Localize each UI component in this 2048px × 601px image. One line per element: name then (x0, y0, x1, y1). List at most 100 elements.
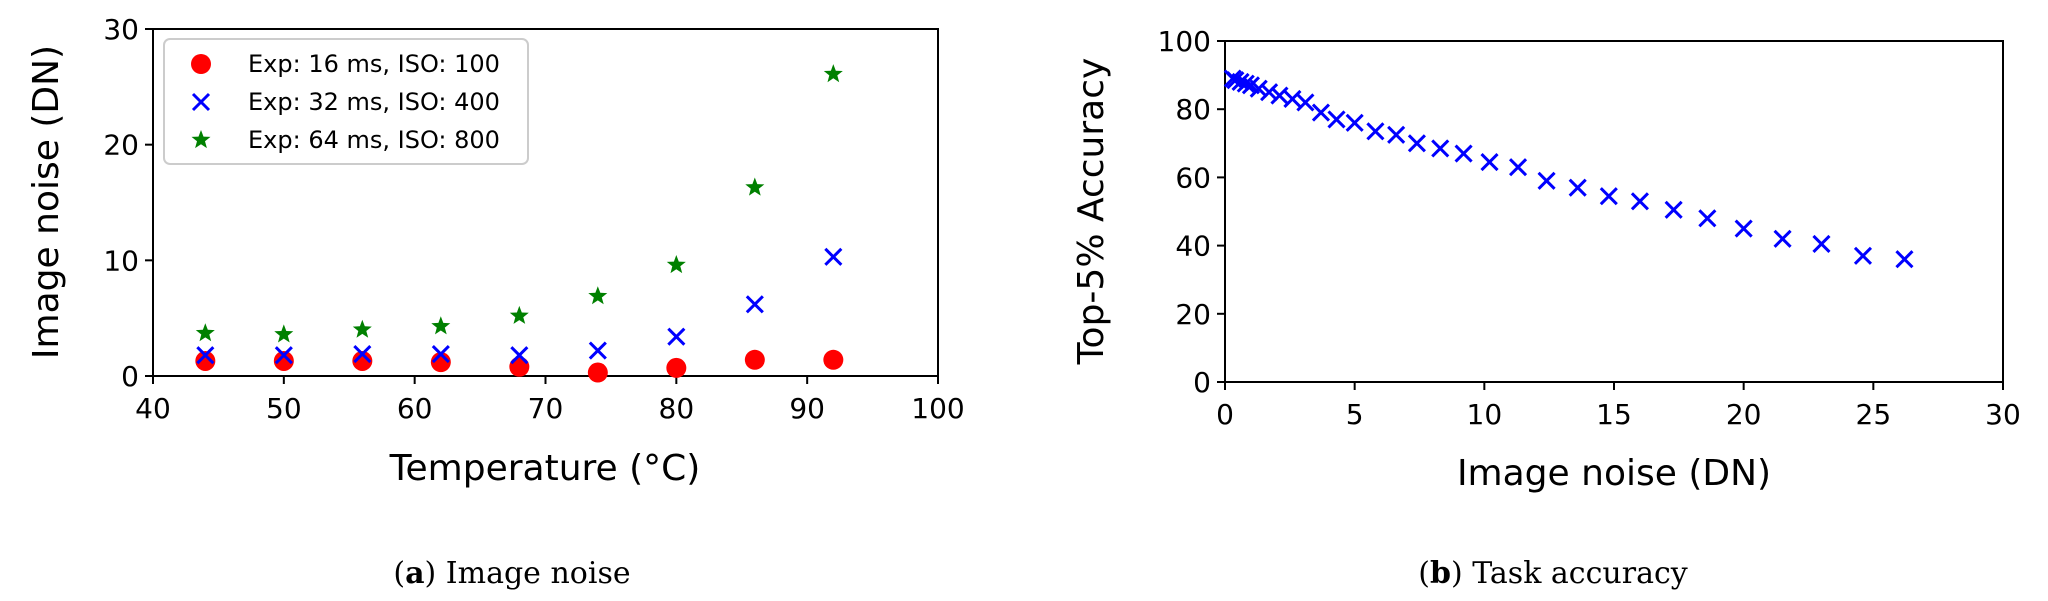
legend-marker-series-1 (191, 54, 211, 74)
chart-b-xtick-label: 0 (1216, 398, 1234, 431)
chart-a-point-series-3 (509, 305, 529, 324)
chart-a-point-series-2 (431, 344, 450, 364)
legend-label-series-1: Exp: 16 ms, ISO: 100 (248, 50, 500, 78)
chart-b-ticks: 0 5 10 15 20 25 30 0 20 40 60 80 100 (1158, 25, 2021, 431)
chart-b-point (1698, 209, 1717, 228)
chart-b-point (1231, 72, 1250, 91)
caption-b-letter: b (1430, 556, 1451, 591)
chart-b-plot-frame (1224, 40, 2004, 383)
chart-a-point-series-1 (666, 357, 687, 378)
chart-b-point (1270, 86, 1289, 105)
chart-b-point (1664, 200, 1683, 219)
chart-b-xtick-label: 20 (1726, 398, 1762, 431)
chart-a-point-series-1 (352, 350, 373, 371)
legend-marker-series-2 (191, 92, 211, 112)
chart-b-point (1599, 187, 1618, 206)
legend-label-series-3: Exp: 64 ms, ISO: 800 (248, 126, 500, 154)
chart-b-ylabel: Top-5% Accuracy (1071, 58, 1112, 366)
caption-a-letter: a (405, 556, 424, 591)
legend-marker-series-3 (191, 130, 211, 149)
chart-a-point-series-1 (509, 356, 530, 377)
chart-a-point-series-1 (195, 350, 216, 371)
legend-box (163, 38, 529, 165)
chart-a-xtick-label: 80 (659, 392, 695, 425)
chart-a-marks (195, 64, 844, 383)
chart-a-xtick-label: 50 (266, 392, 302, 425)
chart-b-point (1283, 89, 1302, 109)
chart-a-xtick-label: 40 (135, 392, 171, 425)
chart-b-ytick-label: 60 (1175, 161, 1211, 194)
chart-a-point-series-1 (744, 349, 765, 370)
chart-b-point (1812, 234, 1831, 253)
chart-b-point (1734, 219, 1753, 238)
chart-b-ytick-label: 100 (1158, 25, 1211, 58)
chart-a-point-series-2 (353, 344, 372, 364)
caption-b-text: Task accuracy (1472, 556, 1688, 591)
chart-a-point-series-3 (588, 286, 608, 305)
chart-a-point-series-3 (431, 316, 451, 335)
chart-b-point (1568, 178, 1587, 197)
chart-a-point-series-2 (196, 346, 215, 365)
chart-b-point (1327, 110, 1346, 129)
chart-a-point-series-2 (745, 295, 764, 314)
chart-a-point-series-2 (588, 341, 607, 360)
chart-b-point (1249, 79, 1268, 98)
chart-a-ylabel: Image noise (DN) (26, 45, 67, 359)
chart-b-point (1260, 83, 1279, 102)
chart-b-accuracy-vs-noise: 0 5 10 15 20 25 30 0 20 40 60 80 100 Image noise (DN… (1071, 25, 2021, 494)
chart-a-point-series-3 (666, 255, 686, 274)
chart-a-point-series-3 (745, 177, 765, 196)
chart-a-point-series-1 (823, 349, 844, 370)
chart-b-point (1296, 93, 1315, 112)
chart-a-point-series-3 (823, 64, 843, 83)
chart-a-xtick-label: 70 (528, 392, 564, 425)
chart-a-point-series-2 (274, 346, 293, 365)
chart-b-point (1387, 125, 1406, 144)
chart-b-point (1454, 144, 1473, 163)
chart-b-xtick-label: 10 (1467, 398, 1503, 431)
chart-b-xtick-label: 25 (1856, 398, 1892, 431)
chart-a-point-series-2 (510, 346, 529, 365)
chart-b-ytick-label: 80 (1175, 93, 1211, 126)
legend-markers (191, 54, 211, 149)
legend-label-series-2: Exp: 32 ms, ISO: 400 (248, 88, 500, 116)
chart-a-ytick-label: 20 (103, 129, 139, 162)
chart-b-xtick-label: 30 (1985, 398, 2021, 431)
chart-b-xlabel: Image noise (DN) (1457, 453, 1771, 494)
chart-b-point (1508, 158, 1528, 177)
caption-a: (a) Image noise (393, 556, 630, 591)
chart-a-ticks: 40 50 60 70 80 90 100 0 10 20 30 (103, 13, 964, 425)
chart-b-point (1226, 71, 1245, 90)
chart-b-ytick-label: 20 (1175, 298, 1211, 331)
chart-a-xlabel: Temperature (°C) (389, 448, 701, 489)
chart-b-ytick-label: 40 (1175, 230, 1211, 263)
chart-b-point (1431, 139, 1450, 158)
caption-a-text: Image noise (446, 556, 631, 591)
chart-a-xtick-label: 60 (397, 392, 433, 425)
chart-a-legend: Exp: 16 ms, ISO: 100 Exp: 32 ms, ISO: 40… (163, 38, 529, 165)
chart-b-point (1345, 113, 1364, 132)
chart-a-point-series-3 (195, 323, 215, 342)
chart-b-xtick-label: 15 (1596, 398, 1632, 431)
chart-b-point (1480, 152, 1499, 172)
chart-a-ytick-label: 30 (103, 13, 139, 46)
caption-b: (b) Task accuracy (1418, 556, 1687, 591)
chart-b-marks (1223, 69, 1914, 269)
chart-b-point (1366, 122, 1385, 141)
chart-b-point (1236, 74, 1255, 93)
chart-b-point (1630, 192, 1649, 211)
chart-b-point (1853, 246, 1873, 265)
chart-b-point (1773, 229, 1792, 248)
chart-a-point-series-3 (352, 319, 372, 338)
chart-b-ytick-label: 0 (1193, 366, 1211, 399)
chart-b-xtick-label: 5 (1346, 398, 1364, 431)
chart-b-point (1895, 250, 1914, 269)
chart-a-point-series-2 (667, 327, 686, 346)
chart-b-point (1537, 171, 1556, 190)
chart-a-point-series-1 (273, 350, 294, 371)
chart-a-xtick-label: 100 (911, 392, 964, 425)
chart-a-point-series-3 (274, 324, 294, 343)
chart-a-point-series-1 (587, 362, 608, 383)
